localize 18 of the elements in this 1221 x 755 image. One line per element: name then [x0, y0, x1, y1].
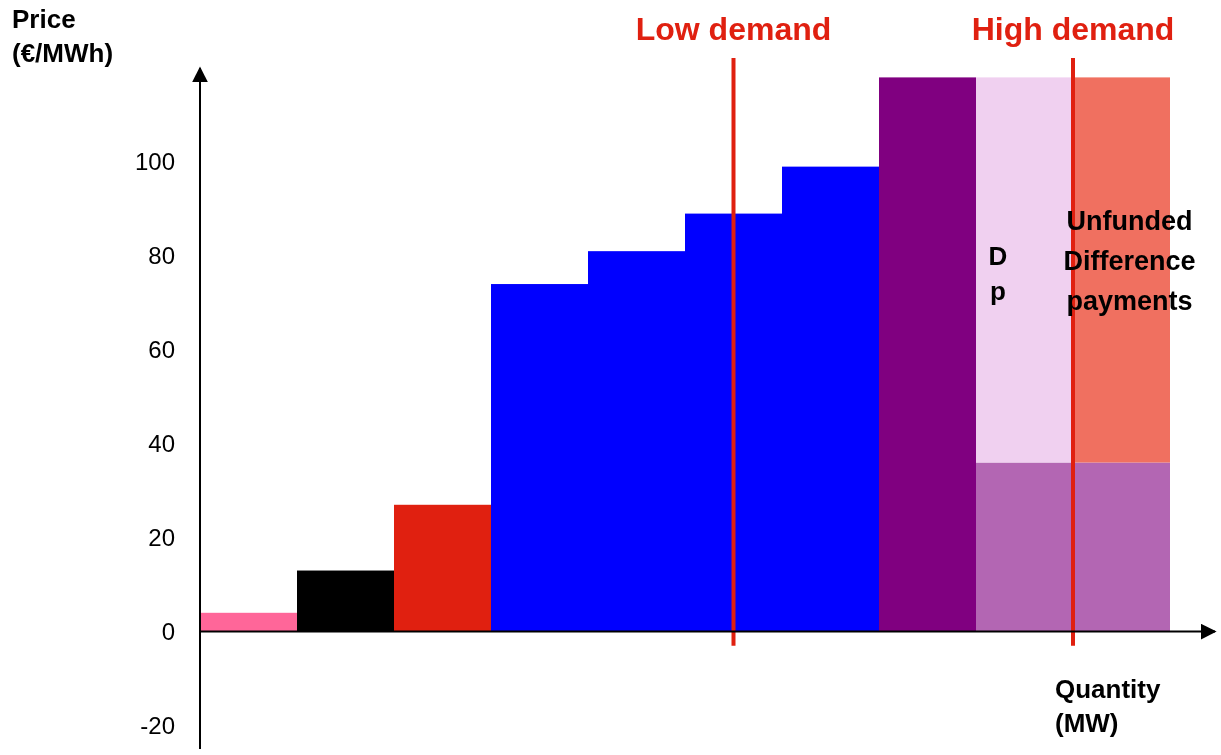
text: High demand [971, 11, 1175, 47]
x-axis-title: Quantity (MW) [1055, 674, 1161, 738]
bar [976, 462, 1073, 632]
y-axis-title: Price (€/MWh) [12, 4, 114, 68]
bar [1073, 462, 1170, 632]
y-tick-label: 60 [148, 336, 175, 364]
bar [200, 612, 297, 632]
text: Low demand [635, 11, 832, 47]
annotation: D [988, 241, 1008, 271]
annotation: p [990, 276, 1006, 306]
y-tick-label: 100 [134, 148, 175, 176]
y-tick-label: 0 [161, 618, 175, 646]
y-tick-label: 20 [148, 524, 175, 552]
y-tick-label: -20 [140, 712, 175, 740]
bar [394, 504, 491, 632]
bar [879, 77, 976, 632]
y-tick-label: 40 [148, 430, 175, 458]
y-tick-label: 80 [148, 242, 175, 270]
